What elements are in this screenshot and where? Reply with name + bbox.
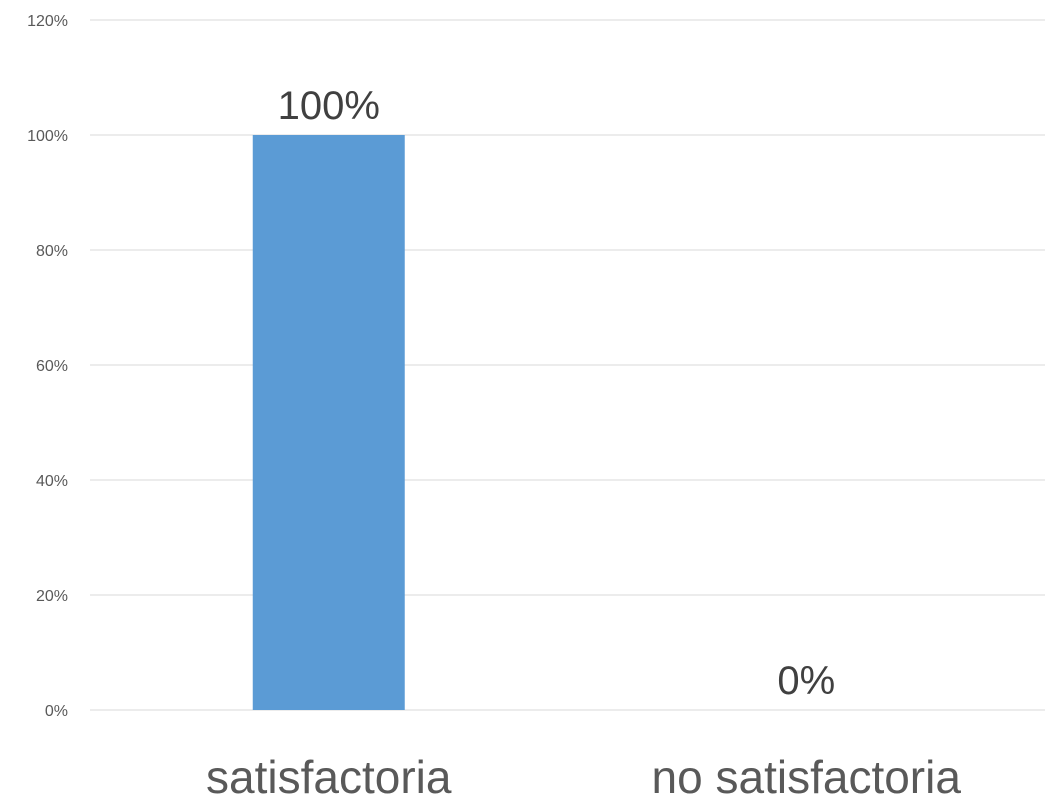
bar bbox=[252, 135, 405, 710]
y-tick-label: 120% bbox=[27, 13, 68, 30]
x-category-label: satisfactoria bbox=[206, 751, 452, 795]
y-tick-label: 0% bbox=[45, 703, 68, 720]
y-tick-label: 80% bbox=[36, 243, 68, 260]
x-axis-category-labels: satisfactoria no satisfactoria bbox=[206, 751, 961, 795]
data-label: 0% bbox=[777, 659, 835, 703]
data-label: 100% bbox=[278, 84, 380, 128]
y-tick-label: 60% bbox=[36, 358, 68, 375]
y-tick-label: 40% bbox=[36, 473, 68, 490]
y-tick-label: 20% bbox=[36, 588, 68, 605]
y-axis-tick-labels: 0% 20% 40% 60% 80% 100% 120% bbox=[27, 13, 68, 720]
x-category-label: no satisfactoria bbox=[652, 751, 962, 795]
gridlines bbox=[90, 19, 1045, 711]
bars bbox=[252, 135, 405, 710]
y-tick-label: 100% bbox=[27, 128, 68, 145]
data-labels: 100% 0% bbox=[278, 84, 836, 703]
